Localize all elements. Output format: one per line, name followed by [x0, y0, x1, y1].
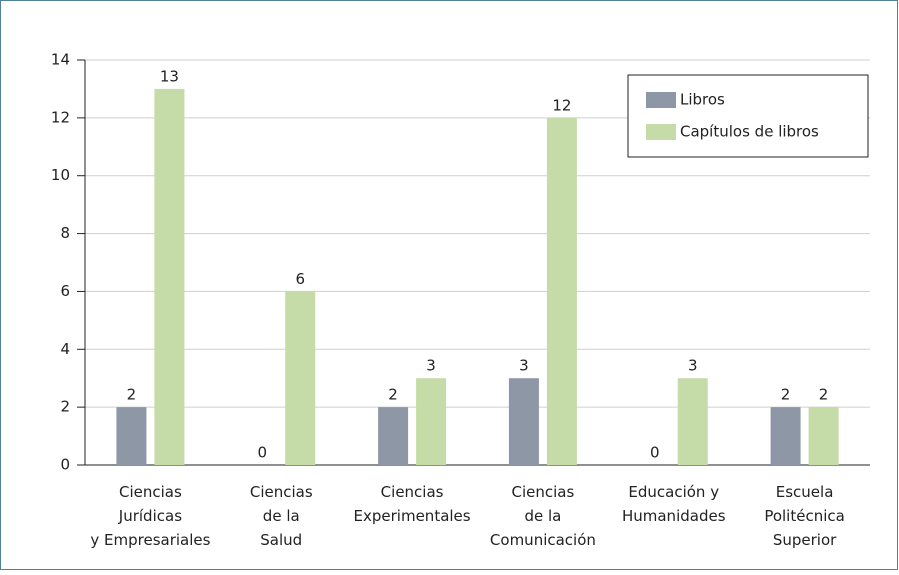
legend-label: Libros — [680, 91, 725, 109]
value-label: 0 — [257, 444, 267, 462]
value-label: 2 — [781, 386, 791, 404]
value-label: 12 — [552, 96, 571, 114]
value-label: 6 — [295, 270, 305, 288]
bar — [116, 407, 147, 465]
value-label: 3 — [688, 357, 698, 375]
legend-label: Capítulos de libros — [680, 123, 819, 141]
x-tick-label: Ciencias de la Salud — [250, 483, 313, 549]
y-tick-label: 8 — [60, 224, 70, 242]
bar — [508, 378, 539, 465]
y-tick-label: 2 — [60, 398, 70, 416]
value-label: 3 — [519, 357, 529, 375]
bar — [154, 88, 185, 465]
bar — [378, 407, 409, 465]
value-label: 2 — [127, 386, 137, 404]
y-tick-label: 6 — [60, 282, 70, 300]
legend-swatch — [646, 92, 676, 108]
x-tick-label: Ciencias Experimentales — [354, 483, 471, 525]
y-tick-label: 10 — [51, 166, 70, 184]
x-tick-label: Ciencias Jurídicas y Empresariales — [90, 483, 210, 549]
y-tick-label: 12 — [51, 108, 70, 126]
bar — [285, 291, 316, 465]
value-label: 3 — [426, 357, 436, 375]
y-tick-label: 4 — [60, 340, 70, 358]
bar — [770, 407, 801, 465]
bar — [808, 407, 839, 465]
x-tick-label: Educación y Humanidades — [622, 483, 726, 525]
value-label: 2 — [388, 386, 398, 404]
y-tick-label: 0 — [60, 456, 70, 474]
value-label: 13 — [160, 67, 179, 85]
value-label: 2 — [819, 386, 829, 404]
bar — [546, 117, 577, 465]
legend-box — [627, 74, 869, 158]
bar — [416, 378, 447, 465]
x-tick-label: Escuela Politécnica Superior — [764, 483, 845, 549]
y-tick-label: 14 — [51, 51, 70, 69]
value-label: 0 — [650, 444, 660, 462]
legend-swatch — [646, 124, 676, 140]
bar — [677, 378, 708, 465]
x-tick-label: Ciencias de la Comunicación — [490, 483, 596, 549]
